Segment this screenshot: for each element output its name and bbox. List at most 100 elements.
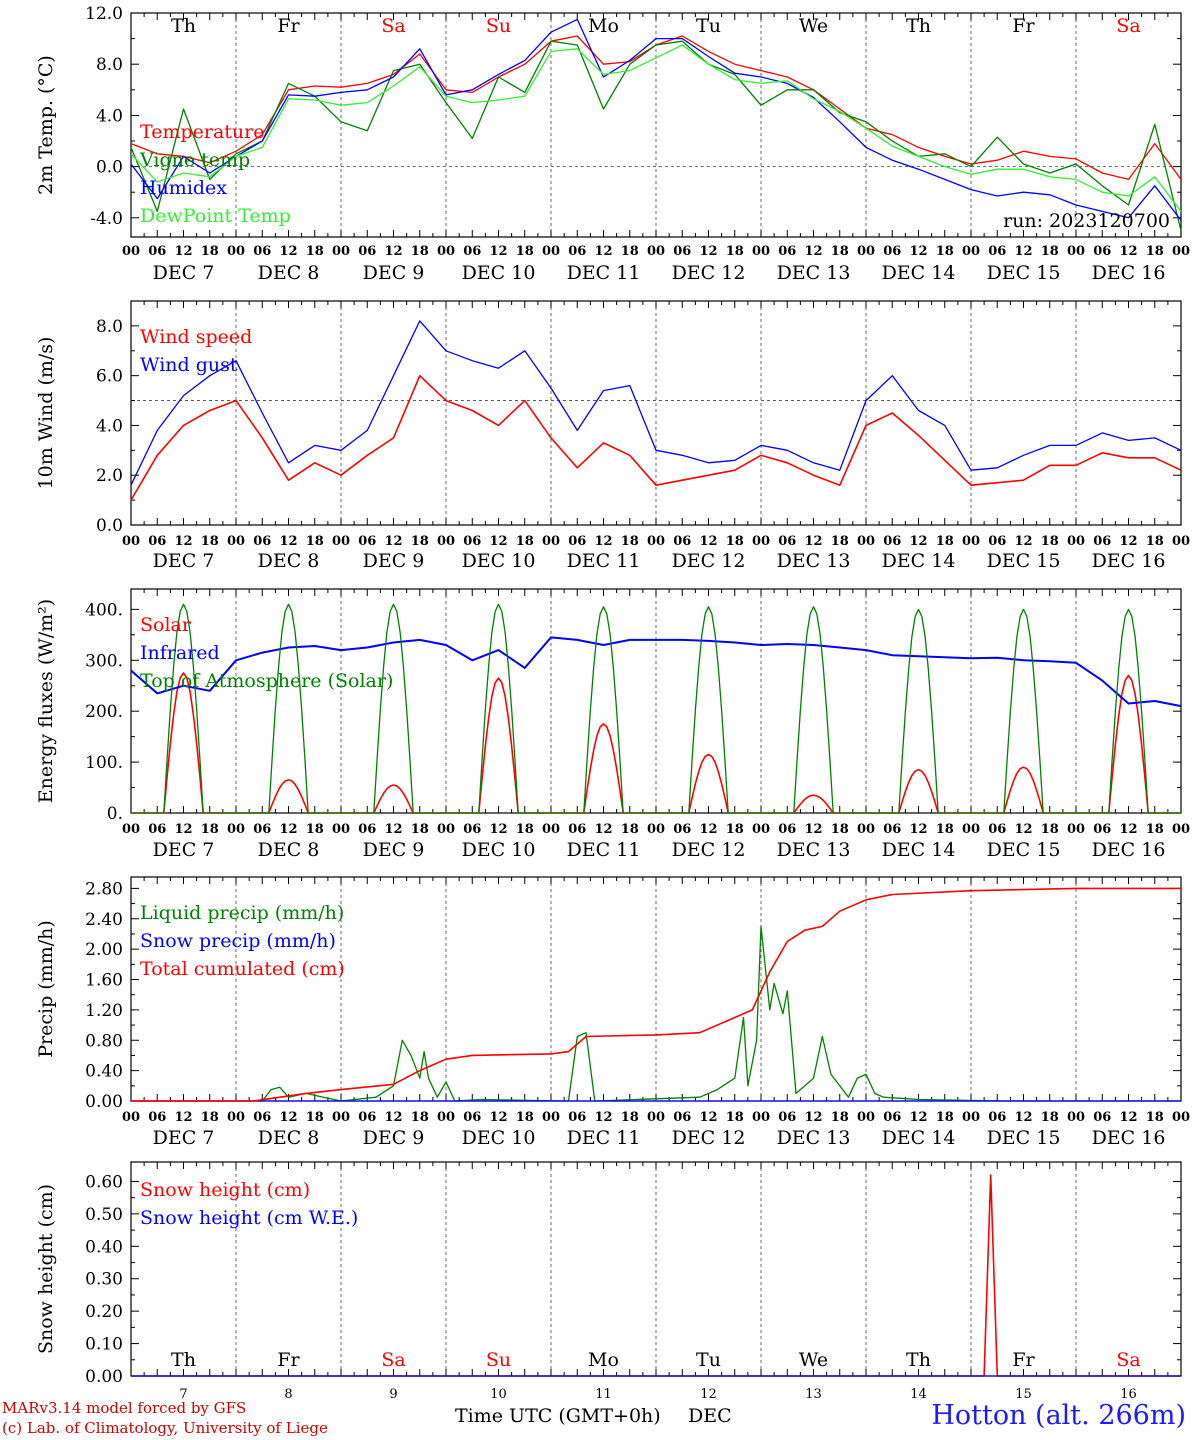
hour-tick-label: 06 xyxy=(568,822,586,837)
hour-tick-label: 12 xyxy=(699,822,717,837)
hour-tick-label: 18 xyxy=(411,1110,429,1125)
footer-model: MARv3.14 model forced by GFS xyxy=(2,1399,247,1417)
hour-tick-label: 00 xyxy=(437,822,455,837)
legend-entry: Total cumulated (cm) xyxy=(140,958,345,980)
hour-tick-label: 06 xyxy=(148,1110,166,1125)
y-tick-label: 0.0 xyxy=(96,516,123,536)
hour-tick-label: 12 xyxy=(384,244,402,259)
date-label: DEC 7 xyxy=(153,839,215,861)
hour-tick-label: 06 xyxy=(1093,244,1111,259)
date-label: DEC 15 xyxy=(987,550,1061,572)
hour-tick-label: 00 xyxy=(752,1110,770,1125)
hour-tick-label: 06 xyxy=(148,244,166,259)
hour-tick-label: 18 xyxy=(411,534,429,549)
date-label: DEC 12 xyxy=(672,1127,746,1149)
hour-tick-label: 00 xyxy=(227,244,245,259)
hour-tick-label: 06 xyxy=(253,244,271,259)
date-label: DEC 10 xyxy=(462,839,536,861)
hour-tick-label: 00 xyxy=(122,244,140,259)
series-line xyxy=(131,603,1181,814)
date-label: DEC 11 xyxy=(567,839,641,861)
hour-tick-label: 06 xyxy=(463,244,481,259)
date-label: DEC 11 xyxy=(567,1127,641,1149)
hour-tick-label: 18 xyxy=(1041,534,1059,549)
hour-tick-label: 06 xyxy=(358,1110,376,1125)
legend-entry: Liquid precip (mm/h) xyxy=(140,902,344,924)
hour-tick-label: 12 xyxy=(699,534,717,549)
weekday-label: Mo xyxy=(588,1349,619,1371)
hour-tick-label: 00 xyxy=(1172,244,1190,259)
hour-tick-label: 00 xyxy=(1172,534,1190,549)
hour-tick-label: 06 xyxy=(463,1110,481,1125)
hour-tick-label: 00 xyxy=(122,822,140,837)
y-tick-label: 0.80 xyxy=(85,1031,123,1051)
hour-tick-label: 06 xyxy=(883,534,901,549)
hour-tick-label: 12 xyxy=(699,1110,717,1125)
date-label: DEC 9 xyxy=(363,1127,425,1149)
hour-tick-label: 06 xyxy=(778,822,796,837)
hour-tick-label: 18 xyxy=(411,244,429,259)
hour-tick-label: 18 xyxy=(1146,1110,1164,1125)
legend-entry: Snow precip (mm/h) xyxy=(140,930,336,952)
y-axis-label: Precip (mm/h) xyxy=(35,920,57,1058)
hour-tick-label: 00 xyxy=(962,1110,980,1125)
hour-tick-label: 12 xyxy=(489,822,507,837)
hour-tick-label: 18 xyxy=(201,822,219,837)
month-label: DEC xyxy=(688,1405,732,1427)
hour-tick-label: 06 xyxy=(1093,822,1111,837)
hour-tick-label: 12 xyxy=(804,822,822,837)
hour-tick-label: 12 xyxy=(174,534,192,549)
y-axis-label: 10m Wind (m/s) xyxy=(35,337,57,490)
hour-tick-label: 00 xyxy=(122,1110,140,1125)
series-line xyxy=(130,40,1182,231)
hour-tick-label: 12 xyxy=(489,244,507,259)
y-tick-label: 0.20 xyxy=(85,1302,123,1322)
weekday-label: Tu xyxy=(696,15,721,37)
legend-entry: Snow height (cm) xyxy=(140,1179,310,1201)
weekday-label: We xyxy=(799,1349,828,1371)
hour-tick-label: 00 xyxy=(1172,1110,1190,1125)
date-label: DEC 12 xyxy=(672,262,746,284)
hour-tick-label: 12 xyxy=(1014,822,1032,837)
day-number-label: 13 xyxy=(805,1387,822,1402)
hour-tick-label: 06 xyxy=(358,822,376,837)
y-axis-label: Snow height (cm) xyxy=(35,1184,57,1354)
hour-tick-label: 18 xyxy=(1041,1110,1059,1125)
y-tick-label: 2.40 xyxy=(85,910,123,930)
weekday-label: Fr xyxy=(277,1349,300,1371)
station-label: Hotton (alt. 266m) xyxy=(931,1400,1186,1431)
hour-tick-label: 18 xyxy=(516,822,534,837)
day-number-label: 10 xyxy=(490,1387,507,1402)
hour-tick-label: 18 xyxy=(1041,822,1059,837)
hour-tick-label: 06 xyxy=(673,534,691,549)
hour-tick-label: 12 xyxy=(1119,822,1137,837)
hour-tick-label: 06 xyxy=(673,1110,691,1125)
hour-tick-label: 00 xyxy=(1067,534,1085,549)
date-label: DEC 16 xyxy=(1092,839,1166,861)
hour-tick-label: 06 xyxy=(778,1110,796,1125)
hour-tick-label: 06 xyxy=(778,534,796,549)
hour-tick-label: 18 xyxy=(831,1110,849,1125)
hour-tick-label: 06 xyxy=(568,1110,586,1125)
series-line xyxy=(130,636,1182,708)
weekday-label: Th xyxy=(906,15,931,37)
hour-tick-label: 00 xyxy=(1067,1110,1085,1125)
hour-tick-label: 12 xyxy=(1014,534,1032,549)
hour-tick-label: 00 xyxy=(437,534,455,549)
hour-tick-label: 00 xyxy=(962,244,980,259)
hour-tick-label: 18 xyxy=(306,1110,324,1125)
hour-tick-label: 00 xyxy=(437,1110,455,1125)
hour-tick-label: 18 xyxy=(201,1110,219,1125)
date-label: DEC 14 xyxy=(882,262,956,284)
hour-tick-label: 06 xyxy=(988,244,1006,259)
hour-tick-label: 18 xyxy=(621,822,639,837)
weekday-label: Mo xyxy=(588,15,619,37)
date-label: DEC 8 xyxy=(258,1127,320,1149)
series-line xyxy=(130,374,1182,501)
hour-tick-label: 06 xyxy=(883,1110,901,1125)
y-tick-label: 8.0 xyxy=(96,317,123,337)
hour-tick-label: 00 xyxy=(332,244,350,259)
hour-tick-label: 18 xyxy=(831,822,849,837)
date-label: DEC 9 xyxy=(363,550,425,572)
